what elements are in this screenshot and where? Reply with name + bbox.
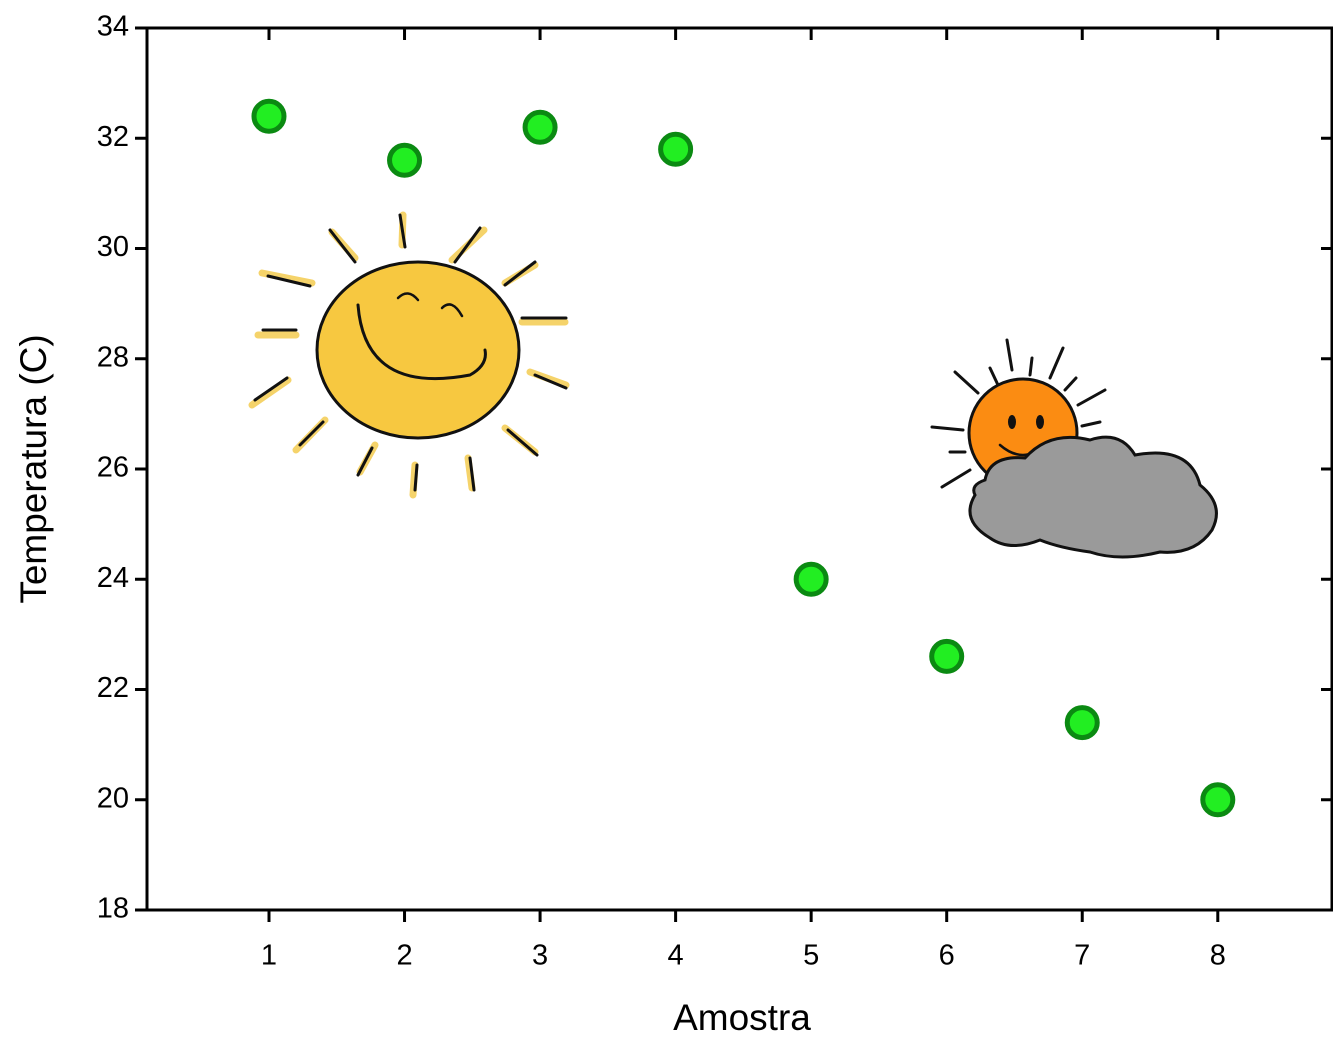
- x-tick-label: 2: [396, 940, 412, 972]
- point: [1067, 708, 1097, 738]
- point: [1203, 785, 1233, 815]
- y-tick-label: 20: [97, 782, 129, 814]
- x-tick-label: 8: [1210, 940, 1226, 972]
- cloud-illustration: [932, 340, 1216, 557]
- x-tick-label: 7: [1074, 940, 1090, 972]
- y-tick-label: 34: [97, 11, 129, 43]
- y-tick-label: 28: [97, 341, 129, 373]
- x-tick-label: 6: [939, 940, 955, 972]
- point: [932, 641, 962, 671]
- chart: Amostra Temperatura (C) 1820222426283032…: [0, 0, 1333, 1043]
- point: [390, 145, 420, 175]
- sun-illustration: [252, 215, 566, 495]
- x-tick-label: 4: [668, 940, 684, 972]
- y-tick-label: 32: [97, 121, 129, 153]
- x-tick-label: 1: [261, 940, 277, 972]
- point: [254, 101, 284, 131]
- point: [661, 134, 691, 164]
- y-tick-label: 26: [97, 452, 129, 484]
- y-tick-label: 18: [97, 893, 129, 925]
- y-axis-title: Temperatura (C): [13, 334, 54, 603]
- x-axis-title: Amostra: [673, 997, 811, 1038]
- y-tick-label: 30: [97, 231, 129, 263]
- page: Amostra Temperatura (C) 1820222426283032…: [0, 0, 1333, 1043]
- x-tick-label: 5: [803, 940, 819, 972]
- y-tick-label: 22: [97, 672, 129, 704]
- point: [525, 112, 555, 142]
- x-tick-label: 3: [532, 940, 548, 972]
- y-tick-label: 24: [97, 562, 129, 594]
- point: [796, 564, 826, 594]
